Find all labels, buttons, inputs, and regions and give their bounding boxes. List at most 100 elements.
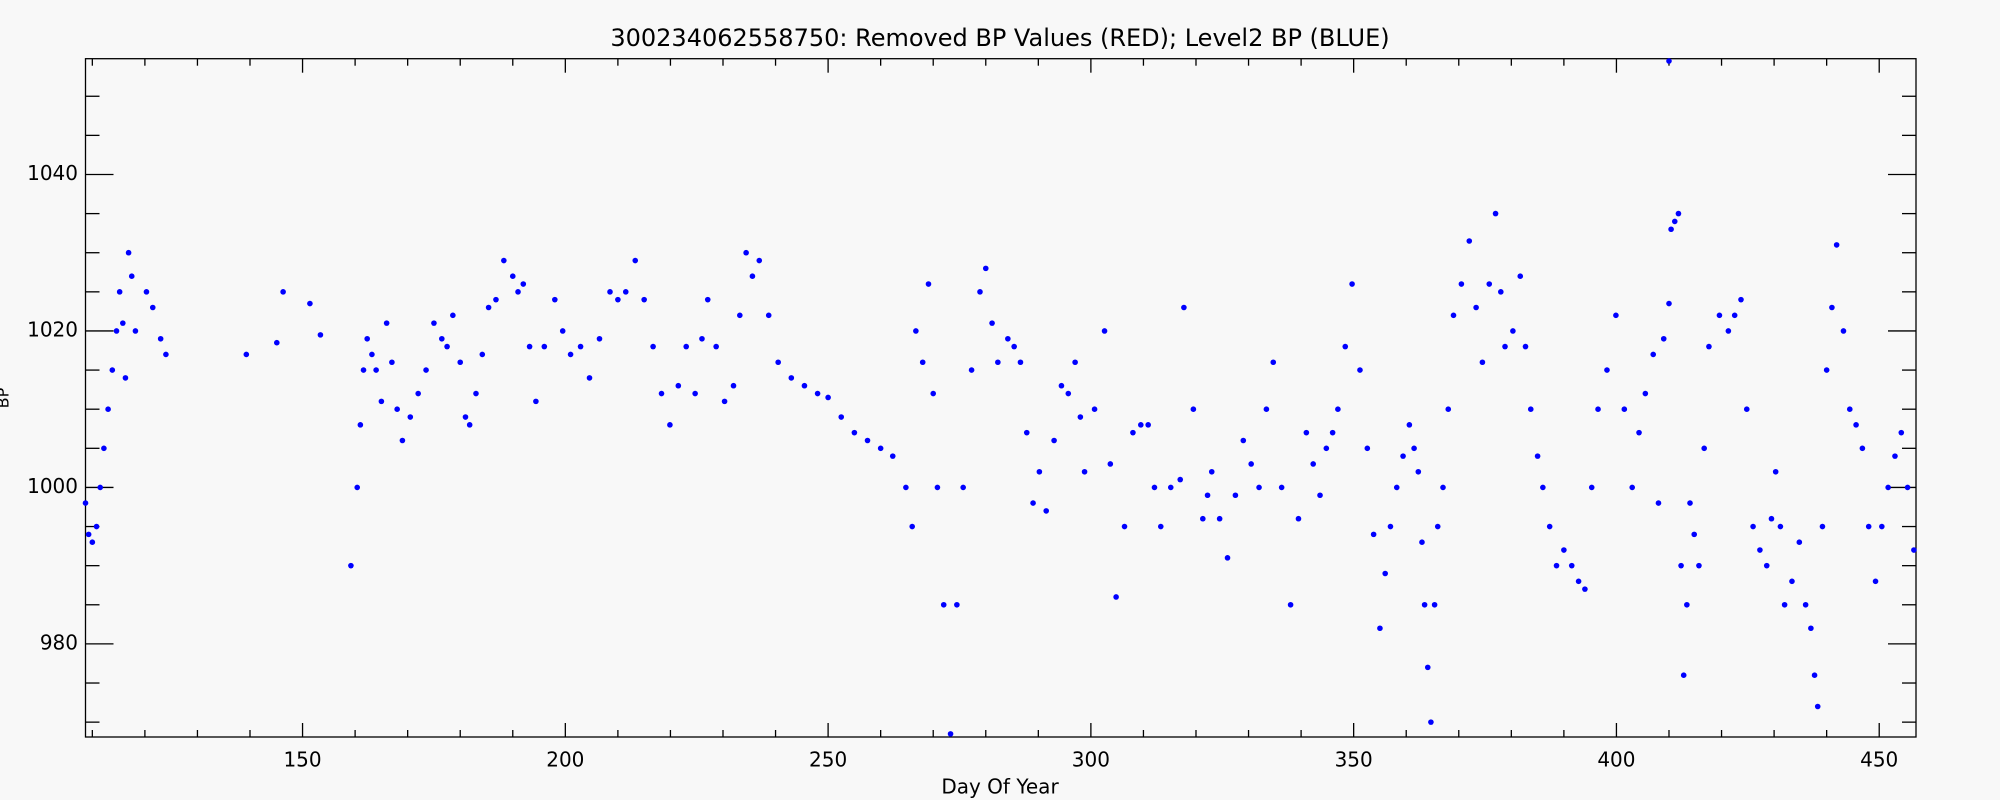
data-point [515,289,521,295]
data-point [1263,406,1270,412]
data-point [1588,484,1595,491]
data-point [1138,422,1144,428]
data-point [1023,429,1030,436]
data-point [89,539,96,545]
data-point [968,367,975,373]
y-tick-label: 1020 [27,317,78,341]
data-point [683,343,690,350]
data-point [930,390,937,397]
data-point [1130,429,1136,436]
data-point [699,335,705,342]
data-point [1819,523,1826,530]
data-point [1081,468,1088,475]
x-tick-label: 400 [1597,748,1635,772]
data-point [825,394,831,401]
data-point [1772,468,1779,475]
data-point [559,328,566,334]
data-point [378,398,385,405]
data-point [1190,406,1197,412]
data-point [586,375,593,381]
data-point [431,320,437,326]
x-tick-label: 150 [283,748,321,772]
data-point [1853,422,1859,428]
data-point [1738,296,1744,303]
data-point [520,281,527,287]
data-point [533,398,539,405]
data-point [1440,484,1446,491]
data-point [615,296,621,303]
data-point [1802,601,1809,608]
data-point [1157,523,1164,530]
data-point [1065,390,1072,397]
data-point [1534,453,1541,459]
data-point [415,390,421,397]
data-point [1763,562,1770,569]
data-point [1492,210,1499,217]
data-point [109,367,116,373]
data-point [765,312,772,319]
data-point [1450,312,1457,319]
data-point [1270,359,1277,366]
data-point [493,296,499,303]
data-point [274,339,280,346]
data-point [1370,531,1377,538]
data-point [1655,500,1662,506]
data-point [1613,312,1619,319]
data-point [1885,484,1891,491]
data-point [960,484,966,491]
data-point [1411,445,1417,452]
data-point [462,414,469,420]
data-point [1666,300,1672,307]
data-point [1823,367,1830,373]
data-point [1898,429,1905,436]
data-point [1256,484,1262,491]
data-point [407,414,414,420]
data-point [1216,515,1223,522]
data-point [1604,367,1610,373]
data-point [479,351,486,358]
data-point [1668,226,1674,233]
data-point [1295,515,1302,522]
data-point [1833,242,1840,248]
data-point [1240,437,1247,444]
data-point [730,382,737,389]
data-point [1684,601,1690,608]
data-point [650,343,656,350]
data-point [704,296,711,303]
data-point [1323,445,1330,452]
data-point [1546,523,1553,530]
data-point [1636,429,1642,436]
data-point [1204,492,1211,499]
data-point [280,289,286,295]
data-point [1458,281,1465,287]
data-point [1768,515,1775,522]
data-point [1387,523,1394,530]
data-point [1151,484,1158,491]
y-axis-label: BP [0,387,13,408]
data-point [1696,562,1702,569]
data-point [1335,406,1341,412]
data-point [1145,422,1151,428]
data-point [97,484,104,491]
data-point [1553,562,1560,569]
data-point [1393,484,1400,491]
data-point [1434,523,1441,530]
y-tick-label: 1040 [27,161,78,185]
data-point [1329,429,1336,436]
data-point [909,523,915,530]
data-point [485,304,492,311]
data-point [1517,273,1524,279]
data-point [369,351,375,358]
data-point [163,351,169,358]
data-point [1479,359,1486,366]
data-point [925,281,932,287]
data-point [1181,304,1187,311]
data-point [1911,547,1917,553]
data-point [577,343,584,350]
data-point [743,249,749,256]
data-point [1660,335,1667,342]
data-point [1498,289,1504,295]
data-point [1303,429,1310,436]
data-point [1248,461,1254,467]
data-point [913,328,919,334]
